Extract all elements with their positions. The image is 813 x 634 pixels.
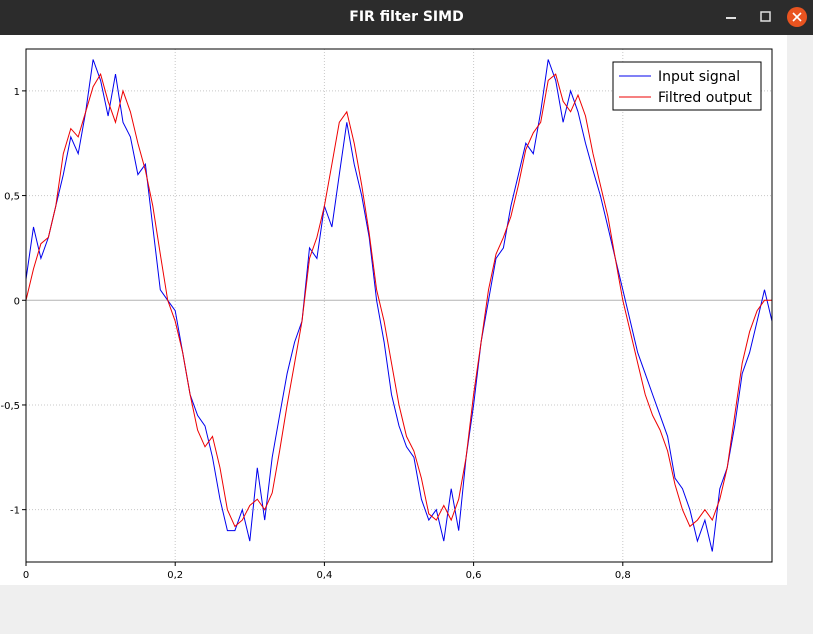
close-icon (787, 7, 807, 27)
legend-label-0: Input signal (658, 69, 740, 85)
plot-frame (25, 48, 773, 563)
series-lines (25, 59, 773, 552)
x-tick-label-0: 0 (23, 570, 29, 581)
series-line-1 (25, 72, 772, 528)
legend-box (612, 61, 762, 111)
legend: Input signal Filtred output (612, 61, 762, 111)
x-axis-ticks: 0 0,2 0,4 0,6 0,8 (23, 562, 631, 581)
x-tick-label-3: 0,6 (466, 570, 482, 581)
y-tick-label-1: 0,5 (4, 192, 20, 203)
y-tick-label-4: -1 (10, 506, 20, 517)
line-chart: 0 0,2 0,4 0,6 0,8 1 0,5 0 -0,5 -1 Input signal Fi… (0, 35, 787, 585)
x-tick-label-4: 0,8 (615, 570, 631, 581)
window-title: FIR filter SIMD (349, 9, 464, 25)
window-titlebar: FIR filter SIMD (0, 0, 813, 35)
maximize-button[interactable] (752, 0, 778, 35)
y-tick-label-0: 1 (14, 87, 20, 98)
maximize-icon (760, 11, 771, 22)
x-tick-label-1: 0,2 (167, 570, 183, 581)
x-tick-label-2: 0,4 (316, 570, 332, 581)
minimize-button[interactable] (718, 0, 744, 35)
close-button[interactable] (785, 0, 811, 35)
y-axis-ticks: 1 0,5 0 -0,5 -1 (0, 87, 26, 517)
chart-window-client: 0 0,2 0,4 0,6 0,8 1 0,5 0 -0,5 -1 Input signal Fi… (0, 35, 787, 585)
series-line-0 (25, 59, 773, 552)
y-tick-label-3: -0,5 (0, 401, 20, 412)
legend-label-1: Filtred output (658, 90, 752, 106)
minimize-icon (726, 17, 736, 19)
y-tick-label-2: 0 (14, 296, 20, 307)
